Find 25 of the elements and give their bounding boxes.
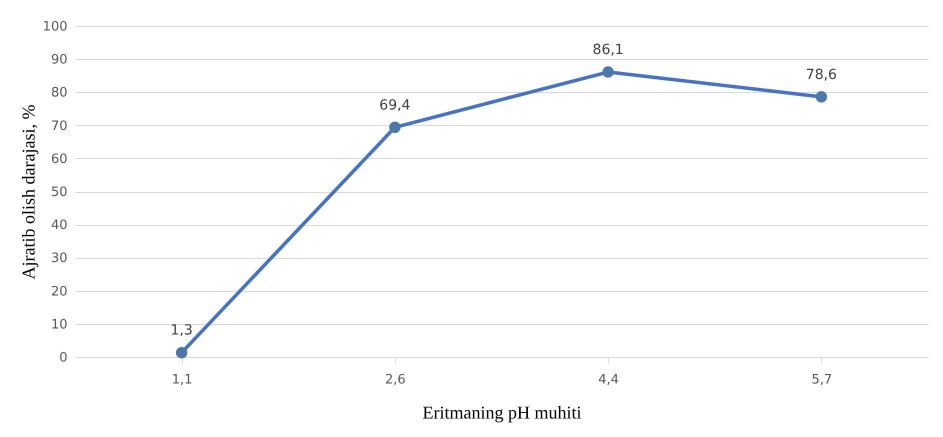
- point: [816, 91, 828, 103]
- data-label: 86,1: [592, 42, 624, 58]
- point: [602, 66, 614, 78]
- y-tick-label: 40: [50, 218, 68, 234]
- y-tick-label: 20: [50, 284, 68, 300]
- point: [176, 347, 188, 358]
- y-tick-label: 100: [42, 20, 68, 34]
- data-label: 69,4: [379, 97, 411, 114]
- y-tick-label: 50: [50, 185, 68, 200]
- x-tick-label: 4,4: [598, 372, 619, 388]
- y-tick-label: 60: [50, 152, 68, 167]
- x-tick-label: 2,6: [385, 372, 406, 388]
- y-tick-label: 70: [50, 118, 68, 134]
- data-label: 78,6: [806, 66, 838, 83]
- y-tick-label: 80: [50, 86, 68, 101]
- x-axis-title: Eritmaning pH muhiti: [422, 402, 582, 422]
- point: [389, 122, 401, 133]
- x-tick-label: 5,7: [812, 372, 832, 388]
- y-tick-label: 90: [50, 52, 68, 68]
- x-tick-label: 1,1: [172, 372, 192, 388]
- y-axis-title: Ajratib olish darajasi, %: [18, 104, 39, 280]
- y-tick-label: 30: [50, 251, 68, 266]
- y-tick-label: 10: [50, 317, 68, 332]
- y-tick-label: 0: [59, 350, 68, 366]
- data-label: 1,3: [170, 322, 193, 339]
